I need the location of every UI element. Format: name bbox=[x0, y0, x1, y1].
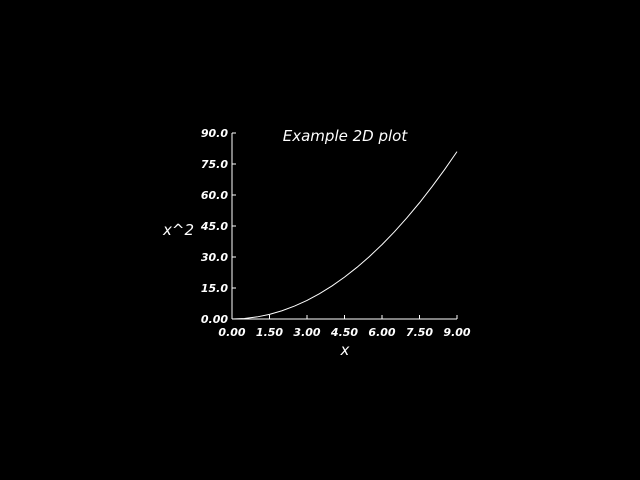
y-tick-label: 15.0 bbox=[201, 282, 228, 295]
x-ticks: 0.00 1.50 3.00 4.50 6.00 7.50 9.00 bbox=[218, 315, 471, 339]
x-tick-label: 7.50 bbox=[406, 326, 433, 339]
y-ticks: 0.00 15.0 30.0 45.0 60.0 75.0 90.0 bbox=[200, 127, 236, 326]
y-tick-label: 0.00 bbox=[201, 313, 228, 326]
series-line-0 bbox=[231, 151, 458, 320]
y-tick-label: 30.0 bbox=[201, 251, 228, 264]
y-tick-label: 75.0 bbox=[201, 158, 228, 171]
series-group bbox=[231, 151, 458, 320]
x-tick-label: 9.00 bbox=[443, 326, 470, 339]
y-tick-label: 90.0 bbox=[201, 127, 228, 140]
x-tick-label: 6.00 bbox=[368, 326, 395, 339]
x-tick-label: 1.50 bbox=[256, 326, 283, 339]
x-tick-label: 3.00 bbox=[293, 326, 320, 339]
chart-title: Example 2D plot bbox=[283, 127, 409, 145]
x-tick-label: 4.50 bbox=[330, 326, 358, 339]
y-tick-label: 60.0 bbox=[201, 189, 228, 202]
x-axis-label: x bbox=[340, 341, 350, 359]
x-tick-label: 0.00 bbox=[218, 326, 245, 339]
y-tick-label: 45.0 bbox=[200, 220, 228, 233]
y-axis-label: x^2 bbox=[162, 221, 194, 239]
